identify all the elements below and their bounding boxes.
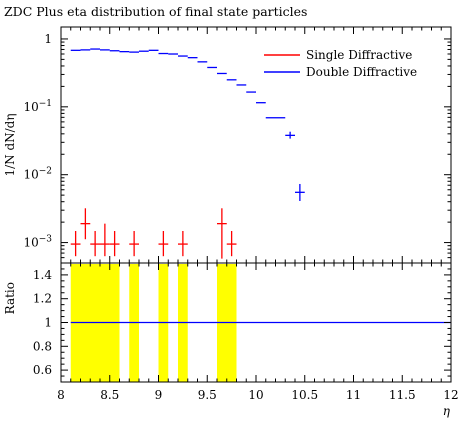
legend: Single Diffractive Double Diffractive [264,48,417,79]
main-y-tick-label: 10−3 [23,235,52,250]
tick-mantissa: 10 [23,100,38,114]
tick-exponent: −1 [39,99,52,109]
tick-mantissa: 10 [23,168,38,182]
data-point [80,208,91,240]
data-point [100,223,110,257]
series-layer [70,48,305,259]
data-point [109,231,120,257]
legend-label: Double Diffractive [306,65,417,79]
data-point [295,183,305,201]
tick-mantissa: 10 [23,236,38,250]
x-tick-label: 11 [346,388,361,402]
x-tick-label: 8.5 [100,388,119,402]
x-tick-label: 8 [57,388,65,402]
chart-title: ZDC Plus eta distribution of final state… [4,4,307,19]
series-single-diffractive [70,208,237,259]
tick-exponent: −2 [39,167,52,177]
data-point [226,231,237,257]
main-y-tick-label: 10−1 [23,99,52,114]
main-plot-frame [60,26,452,264]
data-point [129,231,139,257]
x-tick-label: 12 [443,388,458,402]
tick-labels: 8 8.5 9 9.5 10 10.5 11 11.5 12110−110−210−31.41.… [23,32,458,402]
data-point [70,231,81,257]
x-tick-label: 9 [155,388,163,402]
main-y-tick-label: 10−2 [23,167,52,182]
legend-entry: Double Diffractive [264,65,417,79]
data-point [90,231,100,257]
ratio-y-tick-label: 1.4 [33,268,52,282]
tick-exponent: −3 [39,235,53,245]
axis-ticks [60,27,452,383]
x-axis-label: η [443,404,451,418]
ratio-y-axis-label: Ratio [3,282,17,314]
ratio-y-tick-label: 0.6 [33,363,52,377]
data-point [217,208,227,259]
x-tick-label: 10 [248,388,263,402]
main-y-tick-label: 1 [44,32,52,46]
x-tick-label: 9.5 [198,388,217,402]
series-double-diffractive [70,48,305,201]
data-point [178,231,188,257]
x-tick-label: 11.5 [389,388,416,402]
ratio-y-tick-label: 1.2 [33,292,52,306]
main-y-axis-label: 1/N dN/dη [3,113,17,176]
legend-entry: Single Diffractive [264,48,412,62]
legend-label: Single Diffractive [306,48,412,62]
data-point [285,131,295,139]
ratio-y-tick-label: 1 [44,316,52,330]
x-tick-label: 10.5 [291,388,318,402]
ratio-y-tick-label: 0.8 [33,339,52,353]
data-point [158,231,169,257]
